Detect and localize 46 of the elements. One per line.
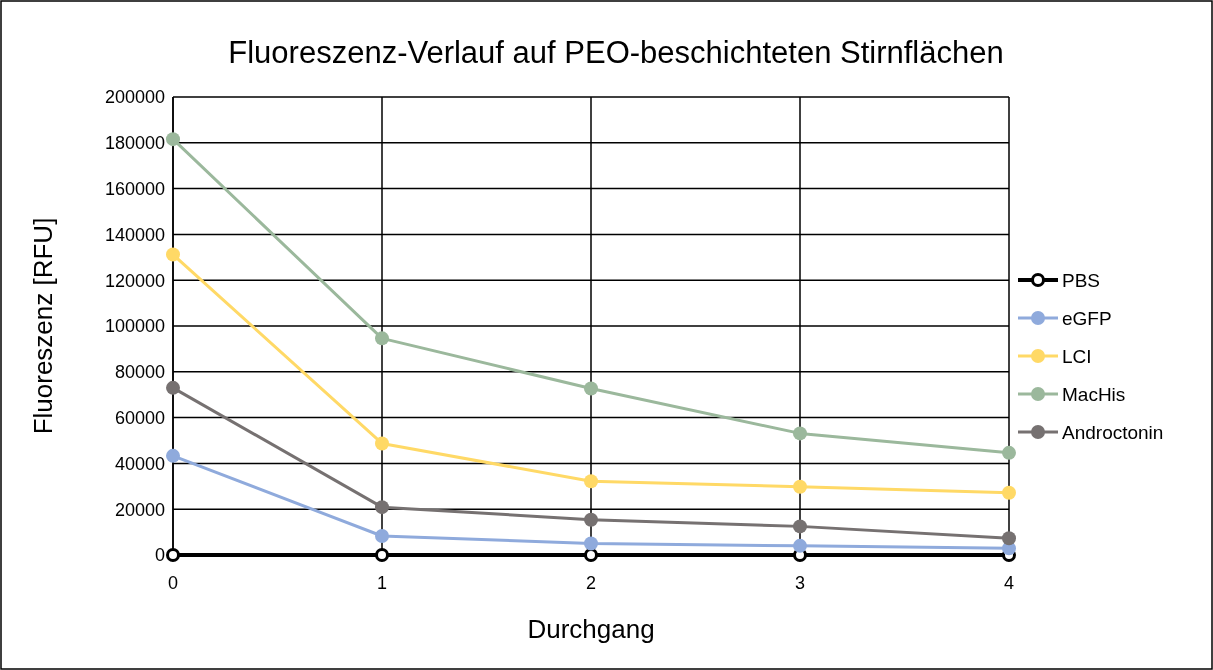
point xyxy=(166,132,180,147)
x-tick-label: 1 xyxy=(376,573,388,593)
legend-label: MacHis xyxy=(1062,383,1126,405)
y-tick-label: 80000 xyxy=(114,362,165,383)
y-tick-label: 140000 xyxy=(104,224,165,245)
y-tick-label: 40000 xyxy=(114,453,165,474)
point xyxy=(1002,531,1016,546)
legend-label: Androctonin xyxy=(1062,421,1164,443)
point xyxy=(584,536,598,551)
y-tick-label: 160000 xyxy=(104,178,165,199)
point xyxy=(375,436,389,451)
point xyxy=(793,519,807,534)
point xyxy=(375,331,389,346)
point xyxy=(793,538,807,553)
point xyxy=(793,426,807,441)
chart-title: Fluoreszenz-Verlauf auf PEO-beschichteten Stirnflächen xyxy=(228,35,1004,70)
y-axis-title: Fluoreszenz [RFU] xyxy=(28,217,58,435)
point xyxy=(166,448,180,463)
point xyxy=(793,479,807,494)
point xyxy=(166,380,180,395)
y-tick-label: 60000 xyxy=(114,407,165,428)
point xyxy=(1002,445,1016,460)
x-tick-label: 0 xyxy=(167,573,179,593)
x-tick-label: 2 xyxy=(585,573,597,593)
point xyxy=(375,548,389,562)
point xyxy=(166,548,180,562)
legend-label: LCI xyxy=(1062,345,1092,367)
y-tick-label: 180000 xyxy=(104,133,165,154)
x-tick-label: 4 xyxy=(1003,573,1015,593)
point xyxy=(375,528,389,543)
point xyxy=(584,548,598,562)
point xyxy=(1002,485,1016,500)
legend-label: eGFP xyxy=(1062,307,1112,329)
x-axis-title: Durchgang xyxy=(527,614,655,644)
point xyxy=(584,512,598,527)
point xyxy=(166,247,180,262)
point xyxy=(584,474,598,489)
y-tick-label: 100000 xyxy=(104,316,165,337)
point xyxy=(584,381,598,396)
y-tick-label: 20000 xyxy=(114,499,165,520)
y-tick-label: 120000 xyxy=(104,270,165,291)
y-tick-label: 0 xyxy=(154,545,165,566)
y-tick-label: 200000 xyxy=(104,87,165,108)
legend-label: PBS xyxy=(1062,269,1101,291)
point xyxy=(375,500,389,515)
x-tick-label: 3 xyxy=(794,573,806,593)
